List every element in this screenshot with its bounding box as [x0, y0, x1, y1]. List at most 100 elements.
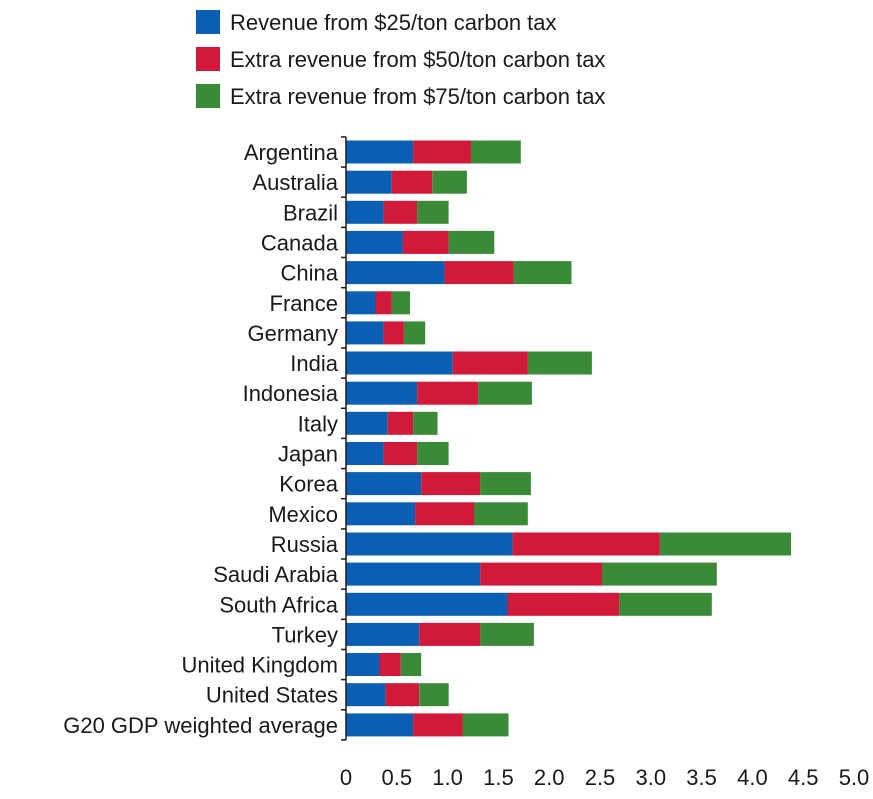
bar-segment — [346, 170, 392, 194]
bar-segment — [417, 200, 449, 224]
bar-segment — [417, 442, 449, 465]
bar-segment — [659, 532, 791, 556]
x-tick-label: 1.5 — [483, 765, 514, 790]
category-label: United Kingdom — [181, 653, 338, 678]
category-label: France — [270, 291, 338, 316]
x-tick-label: 3.5 — [686, 765, 717, 790]
bar-segment — [391, 291, 410, 315]
category-label: Italy — [298, 411, 338, 436]
bar-segment — [403, 321, 426, 345]
bar-segment — [346, 261, 445, 285]
bar-segment — [413, 140, 471, 164]
x-tick-label: 1.0 — [432, 765, 463, 790]
bar-segment — [400, 653, 422, 676]
bar-segment — [480, 622, 534, 646]
bar-segment — [375, 291, 392, 315]
legend-label-3: Extra revenue from $75/ton carbon tax — [230, 84, 605, 109]
category-label: Argentina — [244, 140, 339, 165]
category-label: Canada — [261, 230, 339, 255]
category-label: Germany — [248, 321, 338, 346]
x-tick-label: 0.5 — [382, 765, 413, 790]
category-label: United States — [206, 683, 338, 708]
category-label: Mexico — [268, 502, 338, 527]
bar-segment — [444, 261, 514, 285]
bar-segment — [346, 291, 376, 315]
x-tick-label: 5.0 — [839, 765, 870, 790]
bar-segment — [346, 230, 403, 254]
category-label: China — [281, 261, 339, 286]
bar-segment — [383, 442, 418, 465]
bar-segment — [346, 411, 388, 435]
x-tick-label: 0 — [340, 765, 352, 790]
category-label: Korea — [279, 472, 338, 497]
bar-segment — [346, 622, 420, 646]
bar-segment — [513, 261, 572, 285]
bar-segment — [383, 200, 418, 224]
bar-segment — [415, 502, 474, 526]
bar-segment — [480, 472, 531, 496]
bar-segment — [346, 200, 384, 224]
bar-segment — [346, 321, 384, 345]
bar-segment — [346, 502, 416, 526]
category-label: Russia — [271, 532, 339, 557]
bar-segment — [480, 562, 602, 586]
bar-segment — [346, 381, 418, 405]
bars — [346, 140, 791, 737]
category-label: Indonesia — [243, 381, 339, 406]
category-label: G20 GDP weighted average — [63, 713, 338, 738]
category-label: Turkey — [272, 622, 338, 647]
category-label: Japan — [278, 442, 338, 467]
bar-segment — [619, 592, 712, 616]
bar-segment — [379, 653, 401, 676]
bar-segment — [346, 472, 422, 496]
bar-segment — [346, 592, 508, 616]
x-tick-label: 2.5 — [585, 765, 616, 790]
bar-segment — [478, 381, 532, 405]
bar-segment — [346, 140, 414, 164]
bar-segment — [413, 713, 463, 737]
category-label: Saudi Arabia — [213, 562, 339, 587]
bar-segment — [346, 713, 414, 737]
x-tick-label: 4.5 — [788, 765, 819, 790]
bar-segment — [387, 411, 414, 435]
legend-label-1: Revenue from $25/ton carbon tax — [230, 10, 557, 35]
bar-segment — [402, 230, 449, 254]
bar-segment — [391, 170, 433, 194]
bar-segment — [462, 713, 509, 737]
x-tick-label: 3.0 — [636, 765, 667, 790]
bar-segment — [346, 562, 481, 586]
bar-segment — [602, 562, 717, 586]
legend-swatch-3 — [196, 84, 220, 108]
bar-segment — [527, 351, 592, 375]
bar-segment — [452, 351, 528, 375]
legend-swatch-2 — [196, 47, 220, 71]
bar-segment — [346, 442, 384, 465]
category-labels: Argentina Australia Brazil Canada China Franc… — [63, 140, 339, 738]
bar-segment — [419, 683, 449, 707]
x-axis-tick-labels: 0 0.5 1.0 1.5 2.0 2.5 3.0 3.5 4.0 4.5 5.0 — [340, 765, 869, 790]
y-axis-ticks — [341, 136, 346, 741]
bar-segment — [507, 592, 620, 616]
bar-segment — [474, 502, 528, 526]
category-label: Brazil — [283, 200, 338, 225]
legend-swatch-1 — [196, 10, 220, 34]
bar-segment — [346, 683, 386, 707]
x-tick-label: 4.0 — [737, 765, 768, 790]
bar-segment — [346, 653, 380, 676]
bar-segment — [346, 532, 513, 556]
bar-segment — [432, 170, 467, 194]
bar-segment — [448, 230, 495, 254]
category-label: South Africa — [219, 592, 338, 617]
bar-segment — [512, 532, 660, 556]
bar-segment — [413, 411, 438, 435]
bar-segment — [471, 140, 521, 164]
category-label: Australia — [252, 170, 338, 195]
bar-segment — [421, 472, 481, 496]
bar-segment — [385, 683, 420, 707]
bar-segment — [417, 381, 479, 405]
legend: Revenue from $25/ton carbon tax Extra rev… — [196, 10, 605, 109]
category-label: India — [290, 351, 338, 376]
x-tick-label: 2.0 — [534, 765, 565, 790]
bar-segment — [346, 351, 453, 375]
bar-segment — [419, 622, 481, 646]
